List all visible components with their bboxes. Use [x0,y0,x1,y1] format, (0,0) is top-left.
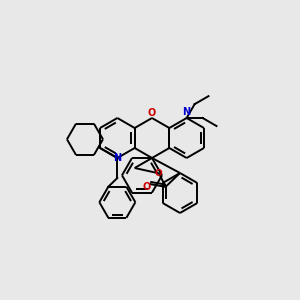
Text: N: N [183,107,191,117]
Text: O: O [143,182,151,192]
Text: O: O [154,169,162,178]
Text: N: N [113,153,122,163]
Text: O: O [148,107,156,118]
